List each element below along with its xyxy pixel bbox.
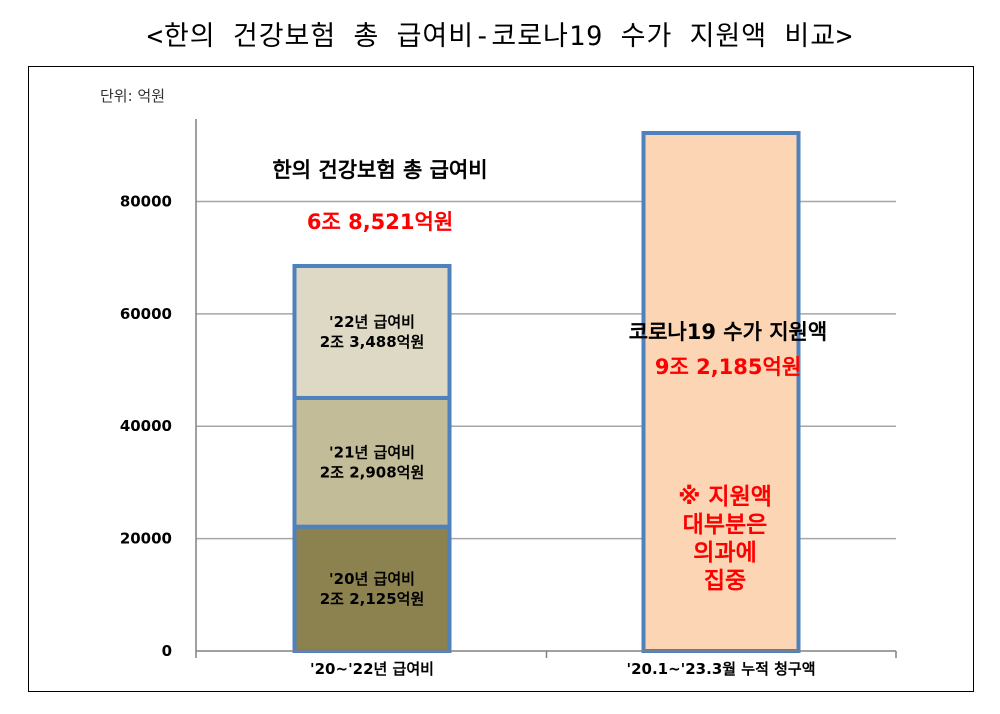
labels: 0 20000 40000 60000 80000 '20년 급여비 2조 2,125억원 '… [120, 158, 827, 678]
annotation-title: 한의 건강보험 총 급여비 [272, 158, 487, 182]
annotation-value: 9조 2,185억원 [655, 355, 801, 379]
annotation-title: 코로나19 수가 지원액 [629, 320, 827, 344]
y-tick-label: 80000 [120, 192, 172, 210]
note-text: 집중 [704, 568, 746, 594]
note-text: ※ 지원액 [678, 484, 772, 510]
y-tick-label: 60000 [120, 305, 172, 323]
segment-label: '21년 급여비 [329, 443, 415, 461]
segment-label: '20년 급여비 [329, 570, 415, 588]
chart-frame [28, 66, 974, 692]
bar-segment [641, 131, 801, 653]
page-title: <한의 건강보험 총 급여비-코로나19 수가 지원액 비교> [146, 21, 854, 52]
annotation-value: 6조 8,521억원 [307, 210, 453, 234]
y-tick-label: 0 [162, 642, 172, 660]
segment-label: 2조 3,488억원 [320, 333, 425, 351]
bar-segment [292, 395, 452, 529]
y-tick-label: 20000 [120, 530, 172, 548]
x-category-label: '20~'22년 급여비 [310, 660, 434, 678]
unit-label: 단위: 억원 [100, 87, 165, 105]
y-tick-label: 40000 [120, 417, 172, 435]
bar-segment [292, 263, 452, 400]
note-text: 의과에 [693, 540, 756, 566]
axes [195, 119, 897, 658]
note-text: 대부분은 [683, 512, 768, 538]
segment-label: '22년 급여비 [329, 313, 415, 331]
segment-label: 2조 2,125억원 [320, 590, 425, 608]
bar-segment [292, 524, 452, 654]
segment-label: 2조 2,908억원 [320, 463, 425, 481]
x-category-label: '20.1~'23.3월 누적 청구액 [626, 660, 815, 678]
